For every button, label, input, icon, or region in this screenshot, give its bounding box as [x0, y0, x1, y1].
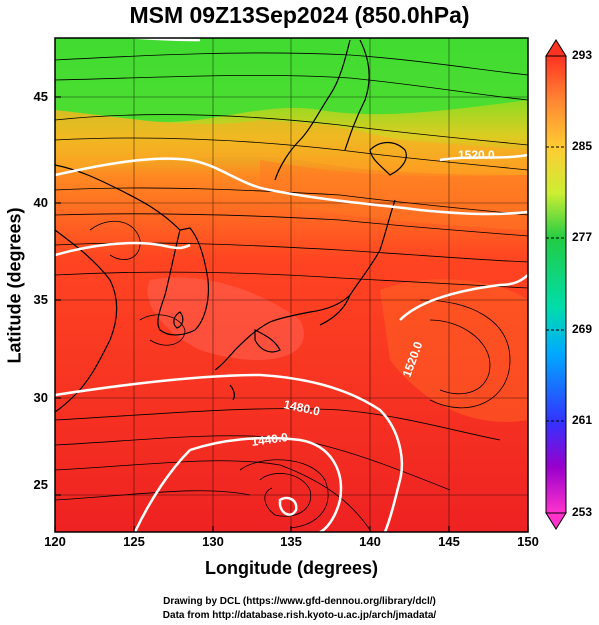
colorbar-top-arrow: [545, 39, 567, 57]
colorbar: [545, 39, 567, 530]
wind-streamlines: [55, 52, 528, 531]
colorbar-tick-label: 285: [572, 139, 593, 153]
x-tick-marks: [54, 526, 529, 532]
x-tick-label: 130: [202, 534, 224, 549]
x-tick-label: 125: [123, 534, 145, 549]
x-tick-label: 135: [280, 534, 302, 549]
temperature-field: [55, 38, 528, 532]
lat-lon-grid: [55, 38, 528, 532]
colorbar-tick-label: 293: [572, 48, 593, 62]
x-tick-label: 140: [359, 534, 381, 549]
y-tick-label: 25: [33, 477, 48, 492]
x-axis-title: Longitude (degrees): [204, 558, 378, 578]
y-tick-label: 45: [33, 89, 48, 104]
colorbar-scale: [545, 55, 567, 514]
drawing-credit: Drawing by DCL (https://www.gfd-dennou.o…: [163, 596, 436, 607]
data-credit: Data from http://database.rish.kyoto-u.a…: [162, 610, 437, 621]
y-axis-title: Latitude (degrees): [4, 207, 25, 364]
contour-label: 1520.0: [458, 148, 495, 162]
colorbar-tick-label: 277: [572, 230, 593, 244]
y-tick-label: 40: [33, 195, 48, 210]
geopotential-contours: [55, 38, 528, 532]
y-tick-marks: [55, 96, 61, 496]
colorbar-bottom-arrow: [545, 512, 567, 530]
x-tick-label: 120: [44, 534, 66, 549]
x-tick-label: 145: [438, 534, 460, 549]
y-tick-label: 35: [33, 292, 48, 307]
colorbar-tick-label: 253: [572, 505, 593, 519]
colorbar-tick-label: 269: [572, 322, 593, 336]
colorbar-tick-label: 261: [572, 413, 593, 427]
map-title: MSM 09Z13Sep2024 (850.0hPa): [129, 2, 470, 28]
contour-label: 1440.0: [250, 430, 289, 449]
x-tick-label: 150: [517, 534, 539, 549]
y-tick-label: 30: [33, 390, 48, 405]
